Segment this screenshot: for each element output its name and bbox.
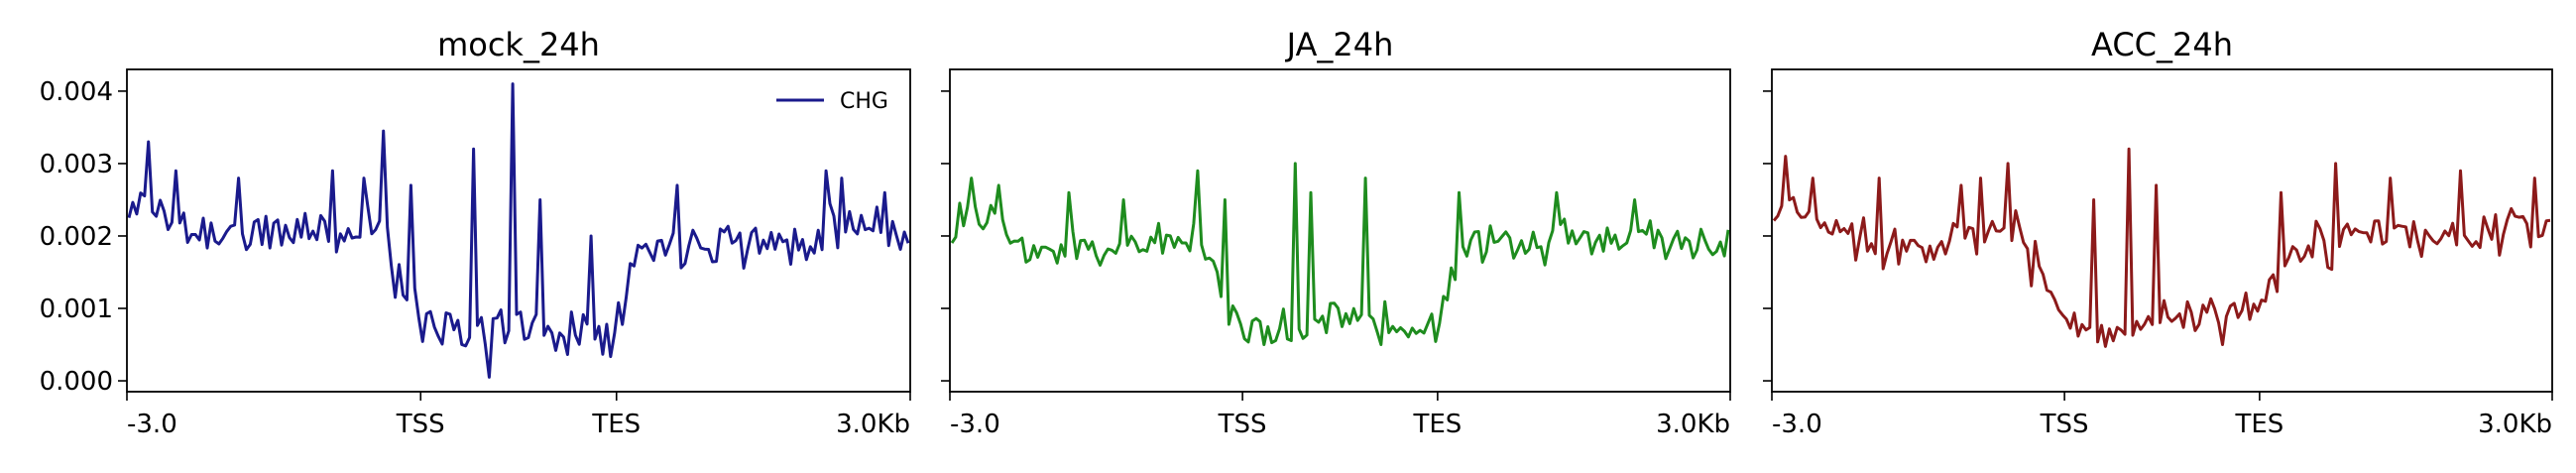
legend: CHG <box>776 89 888 114</box>
y-tick-label: 0.002 <box>40 222 113 252</box>
x-tick-label: -3.0 <box>127 410 177 439</box>
series-line-JA_24h <box>950 162 1730 346</box>
x-tick-label: TES <box>1412 410 1462 439</box>
x-tick-label: -3.0 <box>1772 410 1822 439</box>
panel-mock_24h: mock_24h 0.000 0.001 0.002 0.003 0.004 -3.0 TSS… <box>40 26 911 439</box>
x-tick-label: 3.0Kb <box>1656 410 1730 439</box>
x-tick-label: TSS <box>1218 410 1267 439</box>
panel-JA_24h: JA_24h -3.0 TSS TES 3.0Kb <box>941 26 1731 439</box>
x-tick-label: TSS <box>2040 410 2089 439</box>
series-line-ACC_24h <box>1772 147 2551 348</box>
x-tick-label: 3.0Kb <box>836 410 910 439</box>
panel-ACC_24h: ACC_24h -3.0 TSS TES 3.0Kb <box>1763 26 2553 439</box>
plot-frame <box>1771 68 2553 393</box>
series-line-CHG <box>127 82 910 379</box>
panel-title: JA_24h <box>1285 26 1394 63</box>
x-tick-label: -3.0 <box>950 410 1000 439</box>
plot-frame <box>949 68 1731 393</box>
legend-label: CHG <box>840 89 888 114</box>
plot-frame <box>126 68 911 393</box>
x-tick-label: 3.0Kb <box>2478 410 2552 439</box>
y-tick-label: 0.003 <box>40 150 113 179</box>
y-tick-label: 0.000 <box>40 367 113 397</box>
x-tick-label: TES <box>2234 410 2283 439</box>
y-tick-label: 0.004 <box>40 77 113 107</box>
panel-title: mock_24h <box>437 26 600 63</box>
x-tick-label: TSS <box>396 410 445 439</box>
panel-title: ACC_24h <box>2091 26 2233 63</box>
x-tick-label: TES <box>591 410 641 439</box>
y-tick-label: 0.001 <box>40 295 113 324</box>
